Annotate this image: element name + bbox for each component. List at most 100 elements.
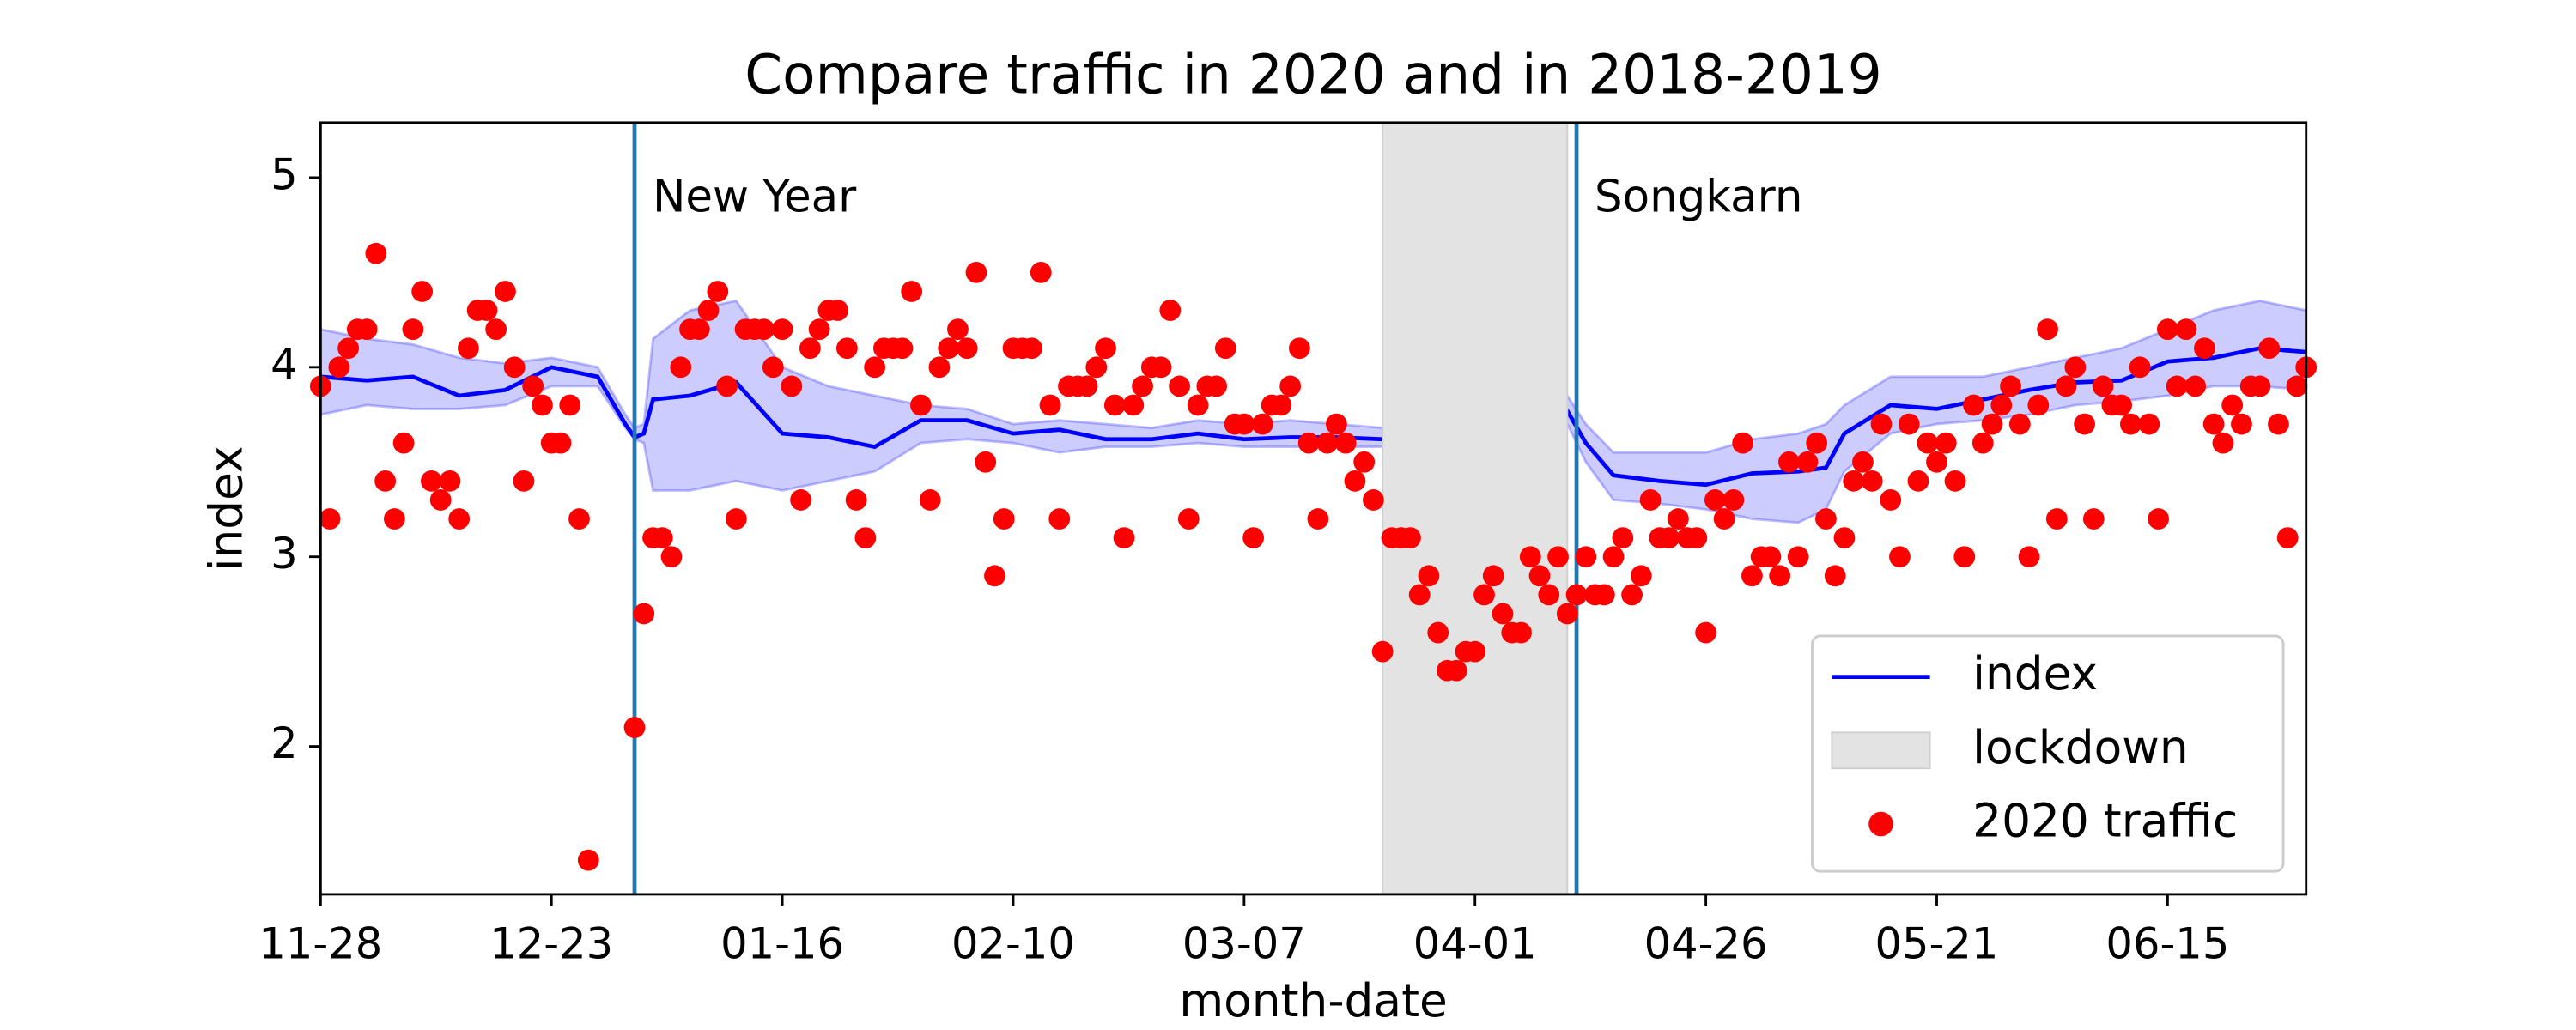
- traffic-point: [559, 394, 581, 416]
- traffic-point: [1103, 394, 1126, 416]
- traffic-point: [577, 849, 599, 871]
- traffic-point: [1824, 565, 1846, 587]
- traffic-point: [550, 432, 572, 454]
- traffic-point: [836, 337, 858, 360]
- traffic-point: [2037, 318, 2058, 341]
- traffic-point: [1279, 375, 1302, 397]
- traffic-point: [2055, 375, 2077, 397]
- traffic-point: [956, 337, 978, 360]
- traffic-point: [716, 375, 738, 397]
- traffic-point: [2286, 375, 2308, 397]
- traffic-point: [1187, 394, 1209, 416]
- traffic-point: [448, 508, 471, 530]
- legend-label: lockdown: [1972, 720, 2189, 774]
- traffic-point: [1344, 470, 1366, 492]
- traffic-point: [1316, 432, 1339, 454]
- traffic-point: [2268, 413, 2289, 435]
- traffic-point: [1880, 489, 1902, 511]
- traffic-point: [790, 489, 811, 511]
- traffic-point: [1473, 584, 1495, 606]
- traffic-point: [827, 300, 849, 321]
- traffic-point: [355, 318, 378, 341]
- plot-frame: [319, 121, 2308, 896]
- traffic-point: [799, 337, 821, 360]
- traffic-point: [1870, 413, 1893, 435]
- traffic-point: [1556, 603, 1578, 625]
- traffic-point: [439, 470, 461, 492]
- traffic-point: [503, 356, 526, 379]
- traffic-point: [1326, 413, 1347, 435]
- traffic-point: [1612, 527, 1634, 549]
- traffic-point: [1528, 565, 1551, 587]
- traffic-point: [1307, 508, 1329, 530]
- traffic-point: [337, 337, 359, 360]
- traffic-point: [1169, 375, 1190, 397]
- traffic-point: [1722, 489, 1745, 511]
- traffic-point: [1039, 394, 1061, 416]
- traffic-point: [1686, 527, 1708, 549]
- traffic-point: [993, 508, 1015, 530]
- traffic-point: [864, 356, 886, 379]
- traffic-point: [532, 394, 553, 416]
- traffic-point: [984, 565, 1005, 587]
- traffic-point: [485, 318, 507, 341]
- traffic-point: [1713, 508, 1735, 530]
- traffic-point: [1270, 394, 1292, 416]
- traffic-point: [1898, 413, 1920, 435]
- traffic-point: [522, 375, 544, 397]
- traffic-point: [2276, 527, 2299, 549]
- x-tick-label: 11-28: [258, 918, 382, 968]
- traffic-point: [1289, 337, 1310, 360]
- traffic-point: [2138, 413, 2160, 435]
- x-tick-label: 04-26: [1644, 918, 1768, 968]
- traffic-point: [568, 508, 590, 530]
- traffic-point: [2018, 546, 2040, 568]
- traffic-point: [1907, 470, 1929, 492]
- traffic-point: [2249, 375, 2271, 397]
- y-tick-label: 2: [270, 718, 298, 768]
- traffic-point: [1095, 337, 1116, 360]
- traffic-point: [2119, 413, 2142, 435]
- traffic-point: [1602, 546, 1625, 568]
- y-tick-label: 3: [270, 529, 298, 579]
- traffic-point: [1076, 375, 1098, 397]
- traffic-point: [1861, 470, 1883, 492]
- traffic-point: [2092, 375, 2114, 397]
- traffic-point: [1334, 432, 1357, 454]
- traffic-point: [1704, 489, 1726, 511]
- traffic-point: [1538, 584, 1560, 606]
- traffic-point: [1953, 546, 1976, 568]
- traffic-point: [2175, 318, 2197, 341]
- traffic-point: [1963, 394, 1984, 416]
- traffic-point: [458, 337, 479, 360]
- traffic-point: [771, 318, 793, 341]
- traffic-point: [2111, 394, 2132, 416]
- traffic-point: [1621, 584, 1643, 606]
- traffic-point: [623, 717, 646, 738]
- traffic-point: [938, 337, 960, 360]
- traffic-point: [688, 318, 710, 341]
- traffic-point: [1759, 546, 1782, 568]
- traffic-point: [319, 508, 341, 530]
- traffic-point: [1926, 451, 1947, 473]
- traffic-point: [1944, 470, 1966, 492]
- traffic-point: [374, 470, 397, 492]
- traffic-point: [1510, 621, 1532, 644]
- traffic-point: [1971, 432, 1994, 454]
- traffic-point: [725, 508, 747, 530]
- traffic-point: [707, 281, 729, 302]
- traffic-point: [928, 356, 951, 379]
- traffic-point: [2129, 356, 2151, 379]
- y-tick-label: 4: [270, 339, 298, 389]
- chart-title: Compare traffic in 2020 and in 2018-2019: [744, 44, 1882, 106]
- legend-box: [1811, 634, 2285, 873]
- traffic-point: [1492, 603, 1514, 625]
- traffic-point: [1371, 640, 1394, 663]
- traffic-point: [1122, 394, 1145, 416]
- traffic-point: [1796, 451, 1819, 473]
- traffic-point: [1353, 451, 1376, 473]
- traffic-point: [1400, 527, 1421, 549]
- traffic-point: [2212, 432, 2234, 454]
